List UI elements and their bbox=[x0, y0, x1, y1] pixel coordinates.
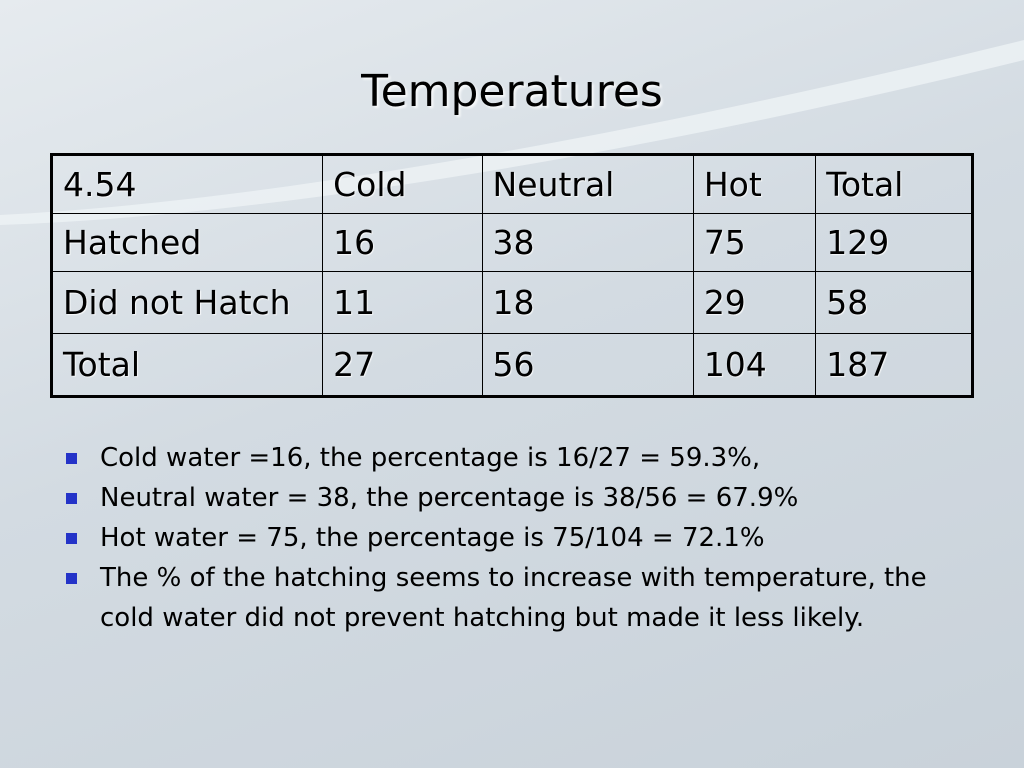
bullet-text: Neutral water = 38, the percentage is 38… bbox=[100, 483, 799, 513]
table-cell: 18 bbox=[481, 271, 694, 334]
bullet-marker bbox=[66, 533, 77, 544]
bullet-item: Hot water = 75, the percentage is 75/104… bbox=[60, 518, 960, 558]
table-cell: 4.54 bbox=[50, 154, 324, 214]
bullet-marker bbox=[66, 453, 77, 464]
table-cell: 104 bbox=[692, 333, 817, 397]
table-cell: 56 bbox=[481, 333, 694, 397]
data-table: 4.54 Cold Neutral Hot Total Hatched 16 38 75 129 D… bbox=[50, 153, 974, 398]
table-cell: 129 bbox=[815, 213, 973, 272]
table-cell: 75 bbox=[692, 213, 817, 272]
bullet-text: Hot water = 75, the percentage is 75/104… bbox=[100, 523, 765, 553]
slide-title: Temperatures bbox=[361, 66, 663, 117]
bullet-text: Cold water =16, the percentage is 16/27 … bbox=[100, 443, 761, 473]
table-row: 4.54 Cold Neutral Hot Total bbox=[50, 154, 973, 214]
table-row: Did not Hatch 11 18 29 58 bbox=[50, 271, 973, 334]
bullet-item: Neutral water = 38, the percentage is 38… bbox=[60, 478, 960, 518]
table-cell: Total bbox=[815, 154, 973, 214]
table-row: Total 27 56 104 187 bbox=[50, 333, 973, 397]
table-cell: Did not Hatch bbox=[50, 271, 324, 334]
table-cell: 58 bbox=[815, 271, 973, 334]
table-row: Hatched 16 38 75 129 bbox=[50, 213, 973, 272]
bullet-list: Cold water =16, the percentage is 16/27 … bbox=[60, 438, 960, 638]
table-cell: 16 bbox=[322, 213, 483, 272]
table-cell: Hot bbox=[692, 154, 817, 214]
table-cell: Hatched bbox=[50, 213, 324, 272]
bullet-text: The % of the hatching seems to increase … bbox=[100, 563, 927, 633]
table-cell: 187 bbox=[815, 333, 973, 397]
table-cell: 11 bbox=[322, 271, 483, 334]
table-cell: 38 bbox=[481, 213, 694, 272]
bullet-item: Cold water =16, the percentage is 16/27 … bbox=[60, 438, 960, 478]
bullet-marker bbox=[66, 573, 77, 584]
table-cell: Neutral bbox=[481, 154, 694, 214]
bullet-marker bbox=[66, 493, 77, 504]
table-cell: Cold bbox=[322, 154, 483, 214]
table-cell: 29 bbox=[692, 271, 817, 334]
table-cell: 27 bbox=[322, 333, 483, 397]
table-cell: Total bbox=[50, 333, 324, 397]
bullet-item: The % of the hatching seems to increase … bbox=[60, 558, 960, 638]
